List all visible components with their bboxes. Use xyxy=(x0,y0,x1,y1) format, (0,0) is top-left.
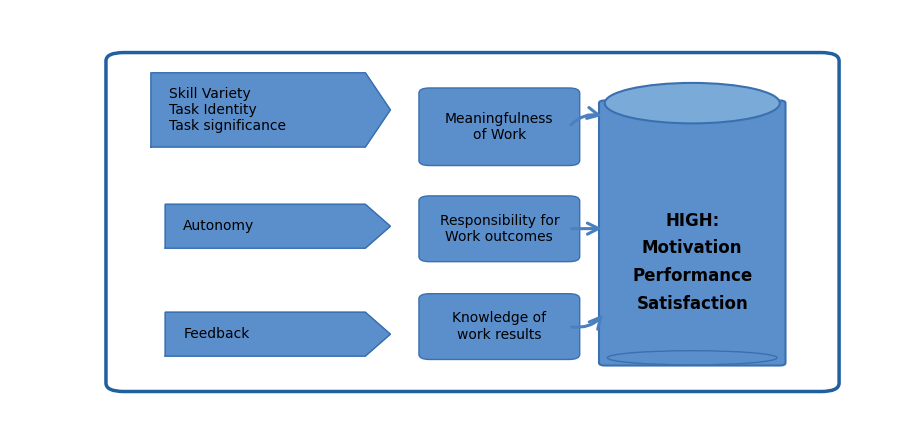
Text: Skill Variety
Task Identity
Task significance: Skill Variety Task Identity Task signifi… xyxy=(169,87,286,133)
FancyArrowPatch shape xyxy=(571,107,598,125)
FancyBboxPatch shape xyxy=(419,88,580,166)
Polygon shape xyxy=(165,204,390,248)
FancyBboxPatch shape xyxy=(419,294,580,360)
Text: Feedback: Feedback xyxy=(183,327,250,341)
FancyBboxPatch shape xyxy=(106,53,839,392)
Text: Autonomy: Autonomy xyxy=(183,219,254,233)
FancyBboxPatch shape xyxy=(599,100,786,366)
Text: HIGH:
Motivation
Performance
Satisfaction: HIGH: Motivation Performance Satisfactio… xyxy=(632,212,752,313)
Text: Meaningfulness
of Work: Meaningfulness of Work xyxy=(445,112,553,142)
FancyBboxPatch shape xyxy=(419,196,580,261)
Polygon shape xyxy=(151,73,390,147)
FancyArrowPatch shape xyxy=(572,223,598,234)
Polygon shape xyxy=(165,312,390,356)
Text: Knowledge of
work results: Knowledge of work results xyxy=(453,311,547,342)
Ellipse shape xyxy=(605,83,780,124)
Ellipse shape xyxy=(608,351,777,365)
Text: Responsibility for
Work outcomes: Responsibility for Work outcomes xyxy=(440,214,559,244)
FancyArrowPatch shape xyxy=(572,317,601,329)
